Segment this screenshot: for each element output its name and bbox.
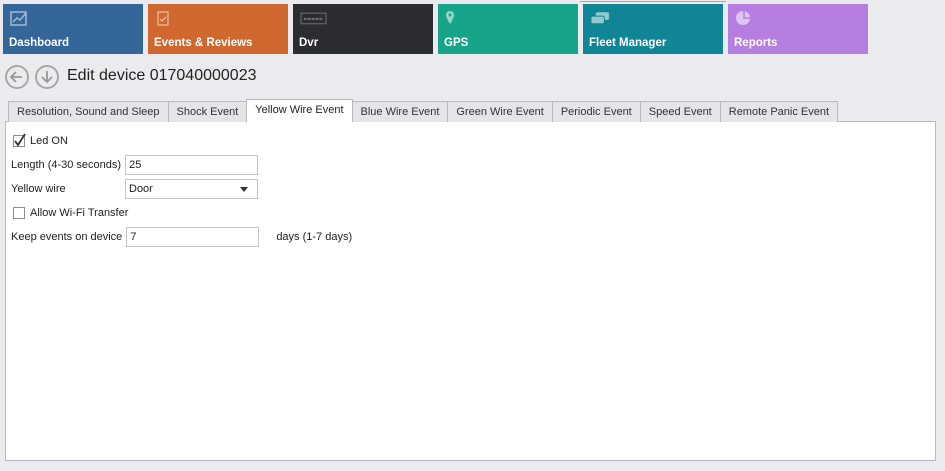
back-button[interactable] (5, 65, 29, 89)
led-on-checkbox[interactable] (13, 133, 26, 147)
cars-icon (590, 12, 610, 25)
tile-label: Events & Reviews (154, 37, 253, 49)
tab-blue-wire-event[interactable]: Blue Wire Event (351, 101, 449, 122)
tile-reports[interactable]: Reports (728, 4, 868, 54)
download-button[interactable] (35, 65, 59, 89)
tile-fleet-manager[interactable]: Fleet Manager (583, 4, 723, 54)
yellow-wire-row: Yellow wire Door (11, 177, 390, 201)
keep-events-label: Keep events on device (11, 231, 123, 243)
yellow-wire-value: Door (129, 183, 153, 195)
tab-periodic-event[interactable]: Periodic Event (551, 101, 641, 122)
arrow-down-icon (41, 71, 53, 84)
allow-wifi-checkbox[interactable] (13, 207, 25, 219)
dvr-icon (300, 12, 327, 25)
tile-label: Dashboard (9, 37, 70, 49)
chevron-down-icon (240, 187, 248, 192)
length-row: Length (4-30 seconds) 25 (11, 153, 390, 177)
location-pin-icon (446, 11, 454, 24)
tab-remote-panic-event[interactable]: Remote Panic Event (719, 101, 839, 122)
tab-green-wire-event[interactable]: Green Wire Event (447, 101, 553, 122)
tile-gps[interactable]: GPS (438, 4, 578, 54)
page-title: Edit device 017040000023 (67, 67, 257, 84)
tab-shock-event[interactable]: Shock Event (167, 101, 248, 122)
yellow-wire-form: Led ON Length (4-30 seconds) 25 Yellow w… (11, 129, 390, 249)
keep-events-row: Keep events on device 7 days (1-7 days) (11, 225, 390, 249)
clipboard-icon (157, 11, 169, 26)
tab-bar: Resolution, Sound and Sleep Shock Event … (8, 99, 839, 122)
led-on-label: Led ON (30, 135, 68, 147)
tile-events-reviews[interactable]: Events & Reviews (148, 4, 288, 54)
pie-chart-icon (736, 11, 751, 25)
tile-label: Reports (734, 37, 778, 49)
tile-label: Fleet Manager (589, 37, 667, 49)
tab-panel (5, 121, 936, 461)
tab-yellow-wire-event[interactable]: Yellow Wire Event (246, 99, 353, 122)
tab-speed-event[interactable]: Speed Event (639, 101, 721, 122)
checkmark-icon (14, 133, 26, 147)
selected-indicator (580, 1, 726, 2)
arrow-left-icon (9, 71, 22, 83)
tab-resolution-sound-sleep[interactable]: Resolution, Sound and Sleep (8, 101, 169, 122)
keep-events-suffix: days (1-7 days) (276, 231, 353, 243)
keep-events-input[interactable]: 7 (126, 227, 260, 247)
yellow-wire-select[interactable]: Door (125, 179, 258, 199)
tile-dashboard[interactable]: Dashboard (3, 4, 143, 54)
allow-wifi-label: Allow Wi-Fi Transfer (30, 207, 129, 219)
allow-wifi-row: Allow Wi-Fi Transfer (11, 201, 390, 225)
length-input[interactable]: 25 (125, 155, 259, 175)
tile-label: Dvr (299, 37, 319, 49)
tile-label: GPS (444, 37, 469, 49)
chart-icon (10, 11, 27, 26)
length-label: Length (4-30 seconds) (11, 159, 122, 171)
tile-dvr[interactable]: Dvr (293, 4, 433, 54)
yellow-wire-label: Yellow wire (11, 183, 66, 195)
led-on-row: Led ON (11, 129, 390, 153)
